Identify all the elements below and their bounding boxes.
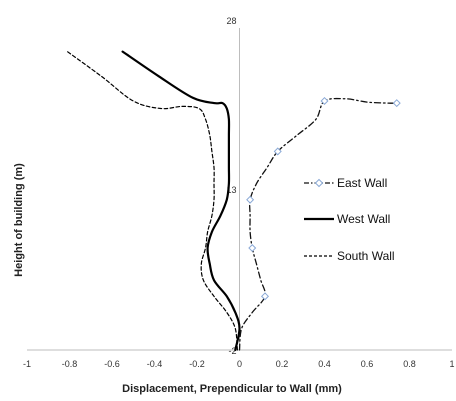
x-tick-label: 1 xyxy=(449,359,454,369)
x-axis-title: Displacement, Prependicular to Wall (mm) xyxy=(122,383,342,395)
data-point-east-wall xyxy=(260,292,270,301)
x-tick-label: 0.8 xyxy=(403,359,416,369)
y-tick-label: 28 xyxy=(226,16,236,26)
x-tick-label: -0.6 xyxy=(104,359,120,369)
series-line-south-wall xyxy=(66,51,238,351)
data-point-east-wall xyxy=(246,195,255,204)
x-tick-label: -1 xyxy=(23,359,31,369)
series-line-west-wall xyxy=(121,50,241,352)
y-tick-label: -2 xyxy=(228,346,236,356)
legend-label-south-wall: South Wall xyxy=(337,249,395,263)
x-tick-label: -0.2 xyxy=(189,359,205,369)
x-tick-label: -0.4 xyxy=(147,359,163,369)
legend-label-east-wall: East Wall xyxy=(337,176,387,190)
x-tick-label: 0.2 xyxy=(276,359,289,369)
x-tick-label: -0.8 xyxy=(62,359,78,369)
data-point-east-wall xyxy=(248,244,257,253)
chart-legend: East Wall West Wall South Wall xyxy=(304,176,395,263)
y-axis-title: Height of building (m) xyxy=(13,163,25,277)
legend-item-south-wall: South Wall xyxy=(304,249,395,263)
x-tick-label: 0.6 xyxy=(361,359,374,369)
data-point-east-wall xyxy=(273,147,282,156)
chart-axes xyxy=(27,28,452,351)
x-tick-label: 0 xyxy=(237,359,242,369)
y-tick-label: 13 xyxy=(226,185,236,195)
legend-marker-east-wall xyxy=(314,178,324,188)
x-tick-labels: -1 -0.8 -0.6 -0.4 -0.2 0 0.2 0.4 0.6 0.8 1 xyxy=(23,359,455,369)
legend-label-west-wall: West Wall xyxy=(337,212,390,226)
data-point-east-wall xyxy=(392,99,401,108)
y-tick-labels: 28 13 -2 xyxy=(226,16,236,356)
legend-item-west-wall: West Wall xyxy=(304,212,390,226)
data-point-east-wall xyxy=(320,96,329,105)
legend-item-east-wall: East Wall xyxy=(304,176,387,190)
series-layer xyxy=(66,50,401,352)
x-tick-label: 0.4 xyxy=(318,359,331,369)
